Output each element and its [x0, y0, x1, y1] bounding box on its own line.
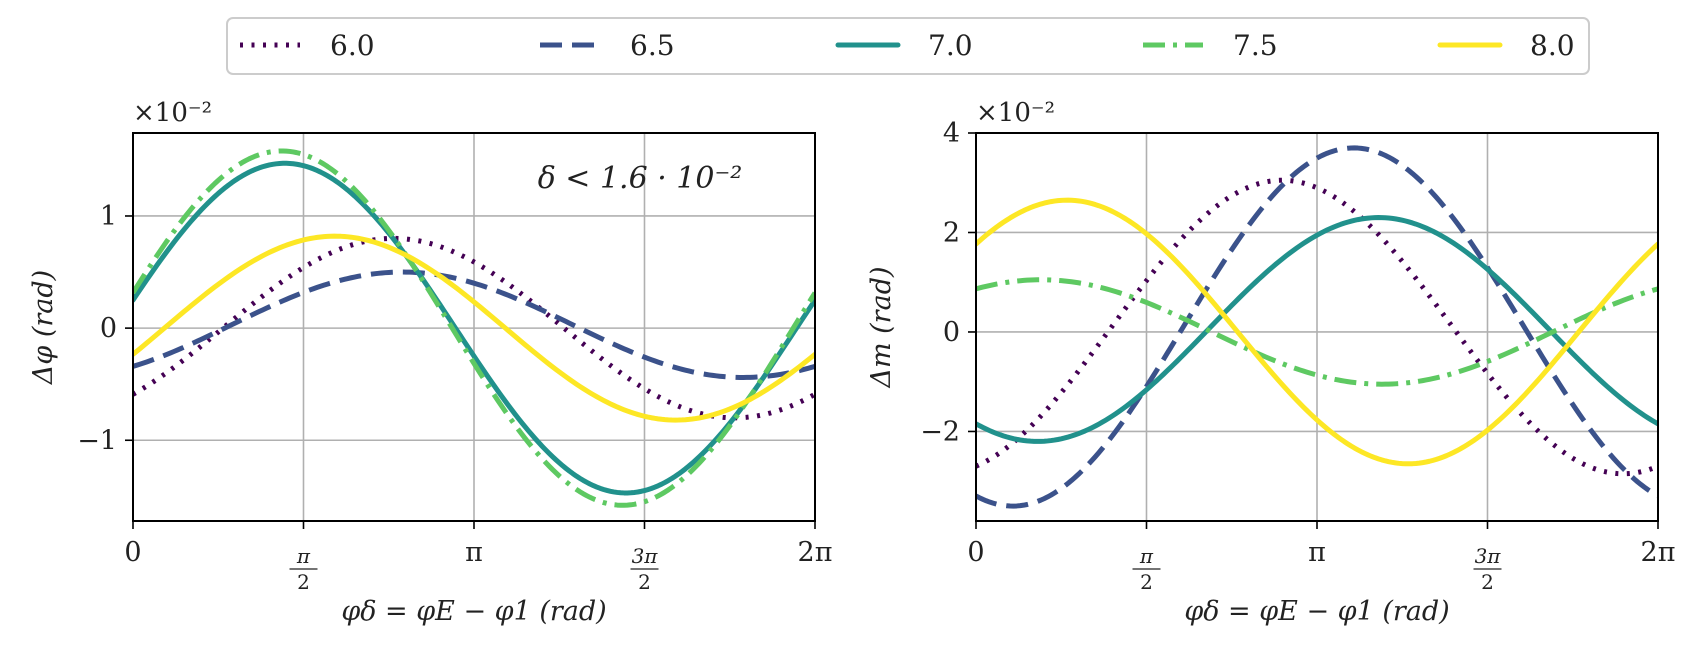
svg-text:π: π: [296, 544, 311, 568]
left-x-axis-label: φδ = φE − φ1 (rad): [341, 596, 606, 627]
legend-frame: [226, 17, 1590, 75]
left-y-scale-label: ×10⁻²: [133, 98, 212, 128]
legend-item-6-5: 6.5: [540, 29, 675, 62]
svg-text:2: 2: [297, 570, 310, 594]
legend-label: 8.0: [1530, 29, 1575, 62]
svg-text:3π: 3π: [632, 544, 659, 568]
x-tick-label: π: [1308, 537, 1326, 568]
right-x-axis-label: φδ = φE − φ1 (rad): [1184, 596, 1449, 627]
legend: 6.0 6.5 7.0 7.5 8.0: [226, 17, 1590, 75]
x-tick-label: 2π: [1641, 537, 1676, 568]
x-tick-label: 3π2: [630, 544, 659, 594]
x-tick-label: π2: [289, 544, 318, 594]
svg-text:π: π: [1139, 544, 1154, 568]
x-tick-label: 3π2: [1473, 544, 1502, 594]
right-y-scale-label: ×10⁻²: [976, 98, 1055, 128]
x-tick-label: 2π: [798, 537, 833, 568]
legend-label: 6.0: [330, 29, 375, 62]
x-tick-label: π: [465, 537, 483, 568]
left-series-6-5: [133, 269, 815, 380]
left-series-8-0: [133, 233, 815, 423]
left-annotation: δ < 1.6 · 10⁻²: [538, 161, 743, 196]
right-series-8-0: [976, 197, 1658, 467]
left-series-7-5: [133, 148, 815, 508]
y-tick-label: 1: [100, 201, 117, 232]
y-tick-label: 0: [943, 317, 960, 348]
y-tick-label: 0: [100, 313, 117, 344]
y-tick-label: −2: [920, 416, 960, 447]
left-series-6-0: [133, 235, 815, 421]
left-y-axis-label: Δφ (rad): [28, 270, 59, 385]
legend-item-8-0: 8.0: [1437, 29, 1575, 62]
right-series-7-5: [976, 277, 1658, 387]
svg-text:2: 2: [1481, 570, 1494, 594]
x-tick-label: π2: [1132, 544, 1161, 594]
legend-item-7-5: 7.5: [1143, 29, 1278, 62]
right-series-7-0: [976, 215, 1658, 444]
legend-item-6-0: 6.0: [240, 29, 375, 62]
y-tick-label: 2: [943, 217, 960, 248]
y-tick-label: −1: [77, 425, 117, 456]
left-series-7-0: [133, 160, 815, 496]
svg-text:3π: 3π: [1475, 544, 1502, 568]
right-series-6-5: [976, 145, 1658, 509]
legend-item-7-0: 7.0: [835, 29, 973, 62]
x-tick-label: 0: [967, 537, 984, 568]
right-y-axis-label: Δm (rad): [866, 266, 897, 388]
legend-label: 7.0: [928, 29, 973, 62]
legend-label: 6.5: [630, 29, 675, 62]
svg-text:2: 2: [638, 570, 651, 594]
y-tick-label: 4: [943, 118, 960, 149]
legend-label: 7.5: [1233, 29, 1278, 62]
svg-text:2: 2: [1140, 570, 1153, 594]
x-tick-label: 0: [124, 537, 141, 568]
